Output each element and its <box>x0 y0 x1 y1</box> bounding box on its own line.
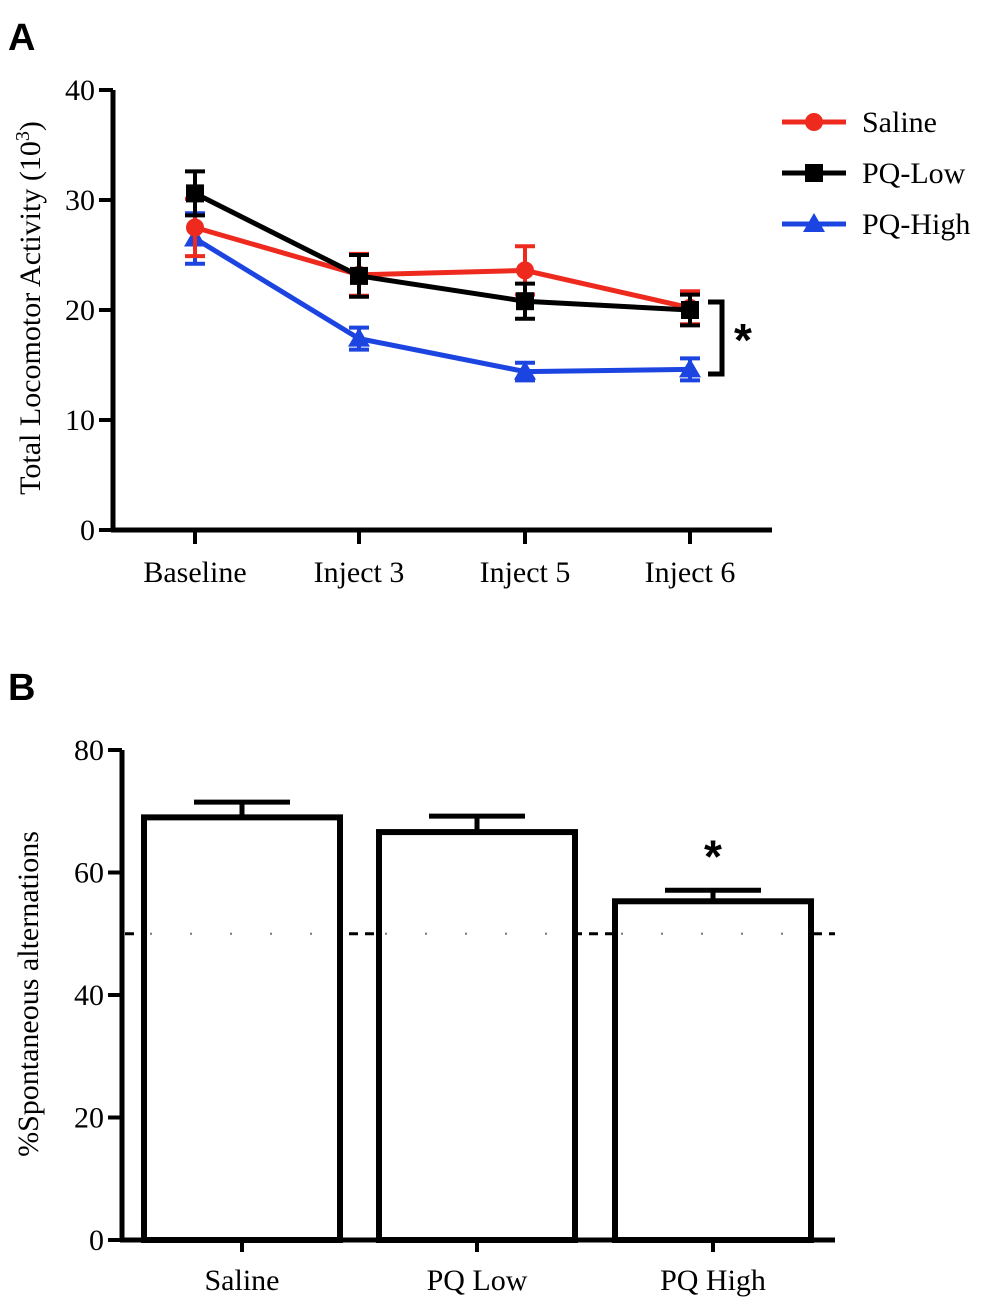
bar <box>141 814 343 1243</box>
bar-saline: Saline <box>141 799 343 1297</box>
y-tick-label: 40 <box>65 74 95 107</box>
y-tick-label: 80 <box>74 734 104 767</box>
panel-b-y-axis-title: %Spontaneous alternations <box>12 831 45 1157</box>
x-tick-label: Saline <box>205 1264 280 1297</box>
data-point <box>681 301 699 319</box>
panel-a-series <box>184 169 701 383</box>
panel-a-ticks: 0 10 20 30 40 Baseline Inject 3 Inject 5 Inject … <box>65 74 735 589</box>
panel-a: A Total Locomotor Activity (103) 0 10 20 30… <box>8 17 970 589</box>
x-tick-label: Inject 6 <box>645 556 736 589</box>
legend-item-saline: Saline <box>782 106 937 139</box>
data-point <box>186 184 204 203</box>
panel-a-legend: Saline PQ-Low PQ-High <box>782 106 970 241</box>
legend-marker <box>803 213 825 232</box>
y-tick-label: 20 <box>65 294 95 327</box>
y-tick-label: 60 <box>74 857 104 890</box>
legend-marker <box>805 113 823 131</box>
series-line <box>193 191 691 313</box>
significance-star: * <box>734 314 752 366</box>
data-point <box>679 358 701 378</box>
legend-label: PQ-Low <box>862 157 966 190</box>
x-tick-label: Baseline <box>143 556 246 589</box>
panel-a-significance: * <box>708 299 752 377</box>
bar <box>376 829 578 1243</box>
panel-b-ticks: 0 20 40 60 80 <box>74 734 122 1257</box>
y-tick-label: 40 <box>74 979 104 1012</box>
bar-pq-low: PQ Low <box>376 813 578 1297</box>
legend-marker <box>805 164 823 182</box>
x-tick-label: Inject 5 <box>480 556 571 589</box>
data-point <box>348 327 370 347</box>
panel-b-bars: Saline PQ Low PQ High * <box>125 799 835 1297</box>
significance-bracket <box>708 299 725 377</box>
significance-star: * <box>704 830 722 882</box>
x-tick-label: Inject 3 <box>314 556 405 589</box>
panel-b-letter: B <box>8 667 35 709</box>
data-point <box>186 218 204 237</box>
series-line <box>194 225 691 311</box>
y-tick-label: 20 <box>74 1102 104 1135</box>
legend-item-pq-high: PQ-High <box>782 208 970 241</box>
data-point <box>516 261 534 280</box>
series-pq-low <box>185 169 700 328</box>
x-tick-label: PQ Low <box>427 1264 528 1297</box>
series-pq-high <box>184 211 701 383</box>
y-tick-label: 10 <box>65 404 95 437</box>
legend-item-pq-low: PQ-Low <box>782 157 966 190</box>
y-tick-label: 0 <box>89 1224 104 1257</box>
bar-pq-high: PQ High <box>612 887 814 1297</box>
data-point <box>350 266 368 285</box>
y-tick-label: 30 <box>65 184 95 217</box>
panel-a-letter: A <box>8 17 35 59</box>
data-point <box>514 360 536 380</box>
panel-b: B %Spontaneous alternations 0 20 40 60 80 Sa… <box>8 667 835 1297</box>
series-line <box>193 236 691 375</box>
legend-label: Saline <box>862 106 937 139</box>
data-point <box>516 292 534 311</box>
bar <box>612 898 814 1243</box>
x-tick-label: PQ High <box>660 1264 766 1297</box>
panel-a-y-axis-title: Total Locomotor Activity (103) <box>12 121 47 495</box>
y-tick-label: 0 <box>80 514 95 547</box>
legend-label: PQ-High <box>862 208 970 241</box>
